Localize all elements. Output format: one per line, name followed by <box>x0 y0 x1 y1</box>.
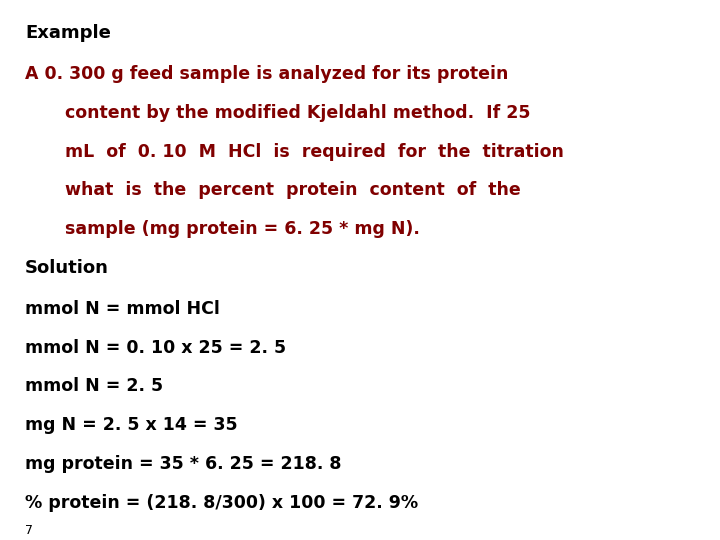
Text: 7: 7 <box>25 524 33 537</box>
Text: mg protein = 35 * 6. 25 = 218. 8: mg protein = 35 * 6. 25 = 218. 8 <box>25 455 342 473</box>
Text: mmol N = mmol HCl: mmol N = mmol HCl <box>25 300 220 318</box>
Text: content by the modified Kjeldahl method.  If 25: content by the modified Kjeldahl method.… <box>65 104 531 122</box>
Text: mL  of  0. 10  M  HCl  is  required  for  the  titration: mL of 0. 10 M HCl is required for the ti… <box>65 143 564 160</box>
Text: % protein = (218. 8/300) x 100 = 72. 9%: % protein = (218. 8/300) x 100 = 72. 9% <box>25 494 418 512</box>
Text: mmol N = 0. 10 x 25 = 2. 5: mmol N = 0. 10 x 25 = 2. 5 <box>25 339 287 356</box>
Text: mg N = 2. 5 x 14 = 35: mg N = 2. 5 x 14 = 35 <box>25 416 238 434</box>
Text: A 0. 300 g feed sample is analyzed for its protein: A 0. 300 g feed sample is analyzed for i… <box>25 65 508 83</box>
Text: what  is  the  percent  protein  content  of  the: what is the percent protein content of t… <box>65 181 521 199</box>
Text: mmol N = 2. 5: mmol N = 2. 5 <box>25 377 163 395</box>
Text: Solution: Solution <box>25 259 109 277</box>
Text: sample (mg protein = 6. 25 * mg N).: sample (mg protein = 6. 25 * mg N). <box>65 220 420 238</box>
Text: Example: Example <box>25 24 111 42</box>
